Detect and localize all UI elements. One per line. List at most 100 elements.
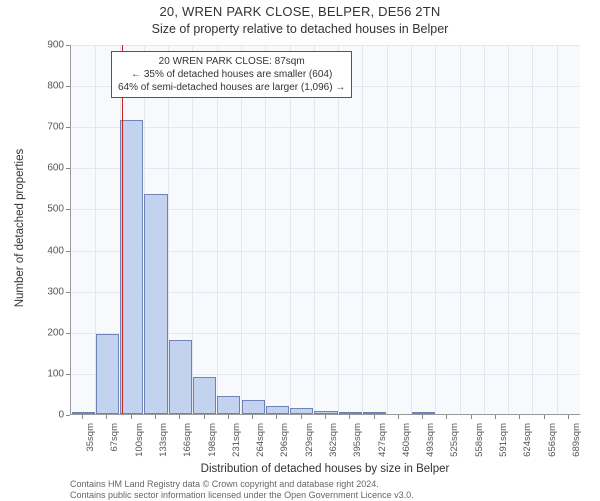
info-line-2: ← 35% of detached houses are smaller (60…	[118, 68, 345, 81]
gridline-v	[217, 45, 218, 414]
y-tick-label: 0	[36, 410, 64, 421]
y-tick-label: 100	[36, 368, 64, 379]
x-tick-label: 624sqm	[522, 423, 533, 463]
info-line-1: 20 WREN PARK CLOSE: 87sqm	[118, 55, 345, 68]
plot-area: 20 WREN PARK CLOSE: 87sqm ← 35% of detac…	[70, 45, 580, 415]
y-tick-mark	[66, 127, 70, 128]
y-tick-label: 600	[36, 163, 64, 174]
x-tick-label: 656sqm	[547, 423, 558, 463]
x-tick-mark	[252, 415, 253, 419]
x-tick-label: 689sqm	[571, 423, 582, 463]
x-tick-mark	[276, 415, 277, 419]
gridline-v	[192, 45, 193, 414]
x-tick-label: 198sqm	[207, 423, 218, 463]
y-tick-label: 200	[36, 327, 64, 338]
x-tick-mark	[82, 415, 83, 419]
y-axis-label: Number of detached properties	[14, 138, 26, 318]
x-tick-label: 591sqm	[498, 423, 509, 463]
x-axis-label: Distribution of detached houses by size …	[70, 463, 580, 475]
info-line-3: 64% of semi-detached houses are larger (…	[118, 81, 345, 94]
x-tick-mark	[519, 415, 520, 419]
gridline-v	[508, 45, 509, 414]
gridline-v	[362, 45, 363, 414]
x-tick-label: 133sqm	[158, 423, 169, 463]
x-tick-label: 35sqm	[85, 423, 96, 463]
gridline-v	[557, 45, 558, 414]
footer-text-2: Contains public sector information licen…	[70, 490, 414, 501]
x-tick-mark	[179, 415, 180, 419]
y-tick-mark	[66, 168, 70, 169]
x-tick-mark	[544, 415, 545, 419]
histogram-bar	[339, 412, 362, 414]
gridline-v	[314, 45, 315, 414]
reference-info-box: 20 WREN PARK CLOSE: 87sqm ← 35% of detac…	[111, 51, 352, 98]
gridline-h	[71, 127, 580, 128]
x-tick-mark	[495, 415, 496, 419]
x-tick-mark	[374, 415, 375, 419]
gridline-v	[435, 45, 436, 414]
x-tick-label: 67sqm	[109, 423, 120, 463]
x-tick-label: 100sqm	[134, 423, 145, 463]
y-tick-label: 900	[36, 40, 64, 51]
gridline-v	[532, 45, 533, 414]
histogram-bar	[96, 334, 119, 414]
x-tick-label: 525sqm	[449, 423, 460, 463]
footer-text-1: Contains HM Land Registry data © Crown c…	[70, 479, 379, 490]
x-tick-label: 264sqm	[255, 423, 266, 463]
y-tick-label: 500	[36, 204, 64, 215]
gridline-v	[241, 45, 242, 414]
histogram-bar	[193, 377, 216, 414]
gridline-h	[71, 45, 580, 46]
x-tick-mark	[568, 415, 569, 419]
y-tick-mark	[66, 415, 70, 416]
histogram-bar	[363, 412, 386, 414]
gridline-v	[265, 45, 266, 414]
x-tick-mark	[155, 415, 156, 419]
y-tick-mark	[66, 374, 70, 375]
histogram-bar	[290, 408, 313, 414]
y-tick-label: 300	[36, 286, 64, 297]
histogram-bar	[412, 412, 435, 414]
y-tick-label: 400	[36, 245, 64, 256]
x-tick-mark	[349, 415, 350, 419]
histogram-bar	[144, 194, 167, 414]
histogram-bar	[72, 412, 95, 414]
y-tick-label: 800	[36, 81, 64, 92]
x-tick-label: 395sqm	[352, 423, 363, 463]
y-tick-mark	[66, 333, 70, 334]
y-tick-mark	[66, 86, 70, 87]
gridline-h	[71, 168, 580, 169]
y-tick-mark	[66, 251, 70, 252]
x-tick-label: 427sqm	[377, 423, 388, 463]
gridline-v	[460, 45, 461, 414]
histogram-bar	[242, 400, 265, 414]
x-tick-mark	[131, 415, 132, 419]
y-tick-label: 700	[36, 122, 64, 133]
x-tick-label: 296sqm	[279, 423, 290, 463]
x-tick-mark	[301, 415, 302, 419]
x-tick-label: 231sqm	[231, 423, 242, 463]
x-tick-mark	[325, 415, 326, 419]
histogram-bar	[266, 406, 289, 414]
x-tick-mark	[398, 415, 399, 419]
x-tick-label: 493sqm	[425, 423, 436, 463]
chart-title-line1: 20, WREN PARK CLOSE, BELPER, DE56 2TN	[0, 4, 600, 19]
y-tick-mark	[66, 209, 70, 210]
histogram-bar	[169, 340, 192, 414]
chart-title-line2: Size of property relative to detached ho…	[0, 22, 600, 36]
gridline-v	[387, 45, 388, 414]
x-tick-mark	[228, 415, 229, 419]
x-tick-mark	[471, 415, 472, 419]
reference-line	[122, 45, 123, 414]
gridline-v	[411, 45, 412, 414]
x-tick-label: 460sqm	[401, 423, 412, 463]
histogram-bar	[120, 120, 143, 414]
x-tick-mark	[106, 415, 107, 419]
y-tick-mark	[66, 45, 70, 46]
x-tick-label: 558sqm	[474, 423, 485, 463]
x-tick-mark	[422, 415, 423, 419]
figure: 20, WREN PARK CLOSE, BELPER, DE56 2TN Si…	[0, 0, 600, 500]
gridline-v	[484, 45, 485, 414]
x-tick-label: 362sqm	[328, 423, 339, 463]
histogram-bar	[217, 396, 240, 415]
